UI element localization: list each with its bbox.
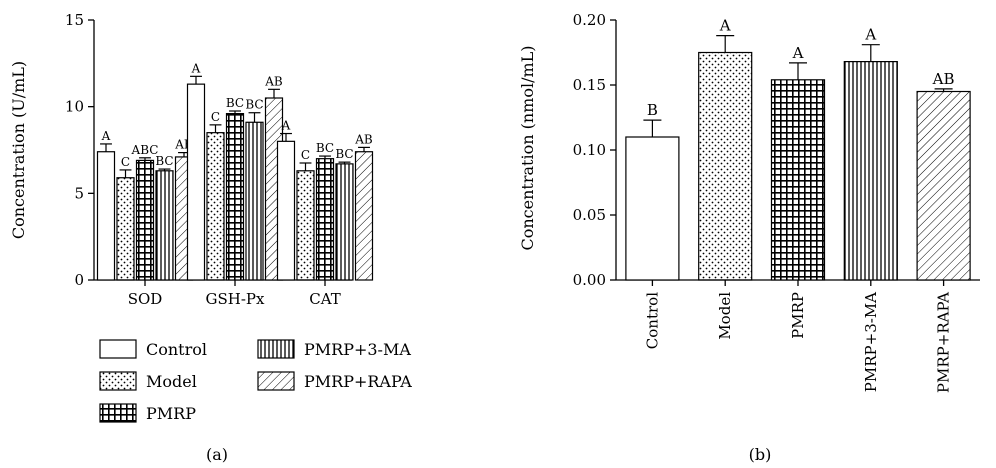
significance-letter: A [101, 129, 111, 143]
legend-label: Model [146, 372, 197, 391]
panel-a-y-tick-label: 5 [74, 184, 84, 202]
panel-a-y-axis-label: Concentration (U/mL) [9, 61, 28, 239]
bar-panel-a-pmrp-3-ma-0 [155, 170, 174, 281]
bar-panel-a-model-2 [296, 170, 315, 281]
legend-label: Control [146, 340, 207, 359]
panel-b-y-tick-label: 0.10 [573, 141, 606, 159]
panel-b-y-tick-label: 0.15 [573, 76, 606, 94]
legend-swatch [99, 371, 137, 391]
significance-letter: A [864, 26, 876, 44]
legend-swatch [99, 403, 137, 423]
significance-letter: BC [316, 141, 334, 155]
significance-letter: C [301, 148, 310, 162]
panel-a-x-tick-label: SOD [128, 290, 163, 308]
bar-panel-a-pmrp-2 [315, 158, 335, 281]
bar-pmrp-rapa [916, 90, 971, 281]
panel-b-x-tick-label: Model [716, 292, 734, 340]
significance-letter: BC [226, 96, 244, 110]
panel-a-y-tick-label: 15 [65, 11, 84, 29]
panel-b-y-tick-label: 0.05 [573, 206, 606, 224]
bar-panel-a-control-2 [276, 140, 296, 281]
panel-b-y-tick-label: 0.20 [573, 11, 606, 29]
significance-letter: BC [155, 154, 173, 168]
bar-panel-a-model-0 [116, 177, 135, 281]
panel-b-x-tick-label: PMRP [789, 292, 807, 339]
bar-panel-a-control-0 [96, 151, 116, 281]
significance-letter: AB [264, 74, 283, 88]
significance-letter: ABC [131, 143, 159, 157]
bar-control [625, 136, 680, 281]
panel-a-x-tick-label: CAT [309, 290, 341, 308]
significance-letter: C [121, 155, 130, 169]
panel-a-y-tick-label: 0 [74, 271, 84, 289]
significance-letter: BC [245, 98, 263, 112]
panel-b-x-tick-label: Control [643, 292, 661, 349]
panel-a-legend: Control Model PMRP PMRP+3-MA PMRP+RAPA [99, 339, 412, 423]
panel-b-x-tick-label: PMRP+3-MA [862, 292, 880, 392]
bar-model [698, 51, 753, 281]
significance-letter: AB [932, 70, 955, 88]
legend-swatch [99, 339, 137, 359]
bar-panel-a-control-1 [186, 83, 206, 281]
significance-letter: B [647, 101, 658, 119]
panel-b-chart: Concentration (nmol/mL) 0.00 0.05 0.10 0.15… [518, 11, 980, 464]
significance-letter: A [191, 61, 201, 75]
panel-b-label: (b) [749, 445, 772, 464]
bar-panel-a-pmrp-3-ma-1 [245, 121, 264, 281]
panel-b-x-tick-label: PMRP+RAPA [935, 292, 953, 393]
legend-label: PMRP+3-MA [304, 340, 411, 359]
significance-letter: AB [354, 132, 373, 146]
panel-b-axes: 0.00 0.05 0.10 0.15 0.20 Control Model PMRP PMRP… [573, 11, 980, 393]
legend-label: PMRP+RAPA [304, 372, 412, 391]
legend-label: PMRP [146, 404, 196, 423]
panel-b-y-axis-label: Concentration (nmol/mL) [518, 46, 537, 251]
bar-panel-a-pmrp-3-ma-2 [335, 163, 354, 281]
bar-panel-a-pmrp-rapa-2 [354, 151, 374, 281]
bar-pmrp [770, 79, 826, 281]
significance-letter: C [211, 110, 220, 124]
panel-a-label: (a) [206, 445, 228, 464]
bar-pmrp-3-ma [843, 60, 898, 281]
legend-swatch [257, 371, 295, 391]
bar-panel-a-pmrp-0 [135, 159, 155, 281]
panel-b-bars: B A A A AB [625, 17, 971, 281]
significance-letter: A [792, 44, 804, 62]
panel-b-y-tick-label: 0.00 [573, 271, 606, 289]
significance-letter: A [719, 17, 731, 35]
panel-a-x-tick-label: GSH-Px [206, 290, 266, 308]
bar-panel-a-pmrp-1 [225, 112, 245, 281]
significance-letter: BC [335, 147, 353, 161]
legend-swatch [257, 339, 295, 359]
bar-panel-a-model-1 [206, 132, 225, 281]
significance-letter: A [281, 119, 291, 133]
panel-a-y-tick-label: 10 [65, 98, 84, 116]
